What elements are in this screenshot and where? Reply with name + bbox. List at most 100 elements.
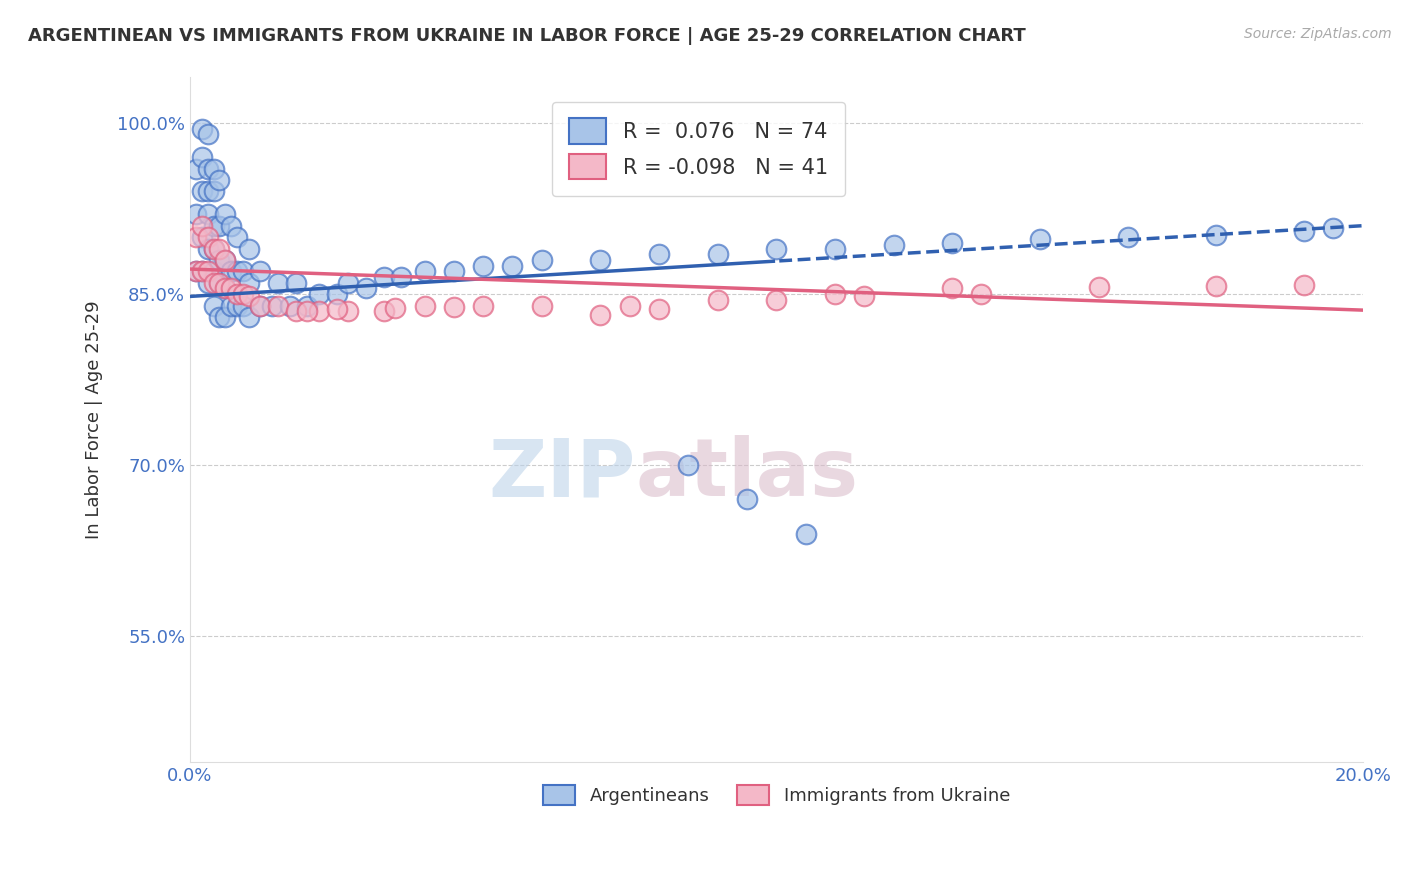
Text: ARGENTINEAN VS IMMIGRANTS FROM UKRAINE IN LABOR FORCE | AGE 25-29 CORRELATION CH: ARGENTINEAN VS IMMIGRANTS FROM UKRAINE I… (28, 27, 1026, 45)
Point (337, 304, 360, 318)
Point (249, 299, 271, 313)
Point (853, 289, 876, 303)
Point (226, 287, 249, 301)
Point (208, 173, 231, 187)
Point (794, 526, 817, 541)
Point (648, 247, 671, 261)
Point (824, 242, 846, 256)
Point (1292, 224, 1315, 238)
Point (232, 287, 254, 301)
Point (202, 242, 225, 256)
Point (824, 287, 846, 301)
Point (472, 259, 495, 273)
Point (197, 161, 219, 176)
Point (238, 276, 260, 290)
Point (238, 242, 260, 256)
Point (308, 287, 330, 301)
Point (589, 308, 612, 322)
Point (214, 281, 236, 295)
Point (308, 304, 330, 318)
Point (284, 276, 307, 290)
Point (202, 276, 225, 290)
Point (589, 252, 612, 267)
Point (208, 219, 231, 233)
Point (443, 300, 465, 314)
Text: atlas: atlas (636, 435, 859, 514)
Point (232, 264, 254, 278)
Point (706, 293, 728, 307)
Point (202, 161, 225, 176)
Point (202, 242, 225, 256)
Point (226, 299, 249, 313)
Point (1322, 221, 1344, 235)
Point (208, 276, 231, 290)
Point (197, 230, 219, 244)
Point (202, 264, 225, 278)
Point (325, 301, 347, 316)
Point (226, 230, 249, 244)
Point (184, 230, 207, 244)
Point (619, 299, 641, 313)
Point (735, 492, 758, 507)
Point (1205, 279, 1227, 293)
Point (184, 264, 207, 278)
Point (443, 264, 465, 278)
Point (214, 281, 236, 295)
Point (502, 259, 524, 273)
Point (278, 299, 301, 313)
Point (284, 304, 307, 318)
Point (184, 264, 207, 278)
Point (337, 276, 360, 290)
Point (530, 252, 553, 267)
Point (297, 299, 319, 313)
Point (706, 247, 728, 261)
Point (883, 238, 905, 252)
Point (219, 299, 242, 313)
Point (1087, 280, 1109, 294)
Point (413, 264, 436, 278)
Point (191, 219, 214, 233)
Point (238, 289, 260, 303)
Point (765, 293, 787, 307)
Point (202, 299, 225, 313)
Point (219, 219, 242, 233)
Y-axis label: In Labor Force | Age 25-29: In Labor Force | Age 25-29 (86, 301, 103, 539)
Point (208, 252, 231, 267)
Point (226, 264, 249, 278)
Legend: Argentineans, Immigrants from Ukraine: Argentineans, Immigrants from Ukraine (534, 776, 1019, 814)
Point (354, 281, 377, 295)
Point (208, 276, 231, 290)
Text: Source: ZipAtlas.com: Source: ZipAtlas.com (1244, 27, 1392, 41)
Point (413, 299, 436, 313)
Point (249, 299, 271, 313)
Point (191, 185, 214, 199)
Point (765, 242, 787, 256)
Point (214, 252, 236, 267)
Point (197, 207, 219, 221)
Point (191, 150, 214, 164)
Point (202, 219, 225, 233)
Point (184, 207, 207, 221)
Point (384, 301, 406, 315)
Point (202, 185, 225, 199)
Point (191, 264, 214, 278)
Point (389, 270, 412, 285)
Point (238, 310, 260, 324)
Point (297, 304, 319, 318)
Point (208, 242, 231, 256)
Point (191, 264, 214, 278)
Point (267, 299, 290, 313)
Point (648, 301, 671, 316)
Point (1116, 230, 1139, 244)
Point (1292, 278, 1315, 293)
Point (941, 281, 963, 295)
Point (219, 281, 242, 295)
Point (197, 242, 219, 256)
Point (249, 264, 271, 278)
Point (373, 270, 395, 285)
Point (208, 310, 231, 324)
Point (678, 458, 700, 473)
Point (197, 128, 219, 142)
Text: ZIP: ZIP (488, 435, 636, 514)
Point (197, 185, 219, 199)
